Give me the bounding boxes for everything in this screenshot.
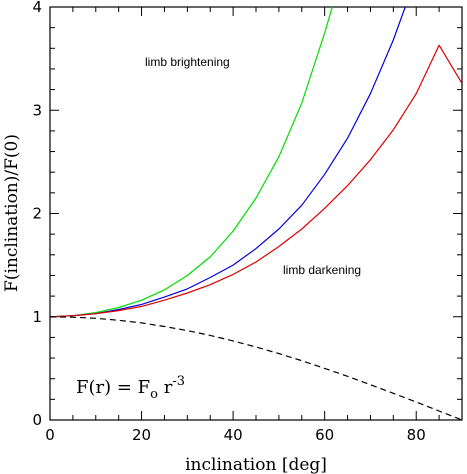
y-tick-label: 3 (32, 101, 42, 119)
x-tick-label: 20 (132, 426, 151, 444)
y-tick-label: 0 (32, 411, 42, 429)
formula-exponent: -3 (172, 374, 185, 389)
series-line-4 (50, 316, 462, 420)
x-tick-label: 0 (45, 426, 55, 444)
annotation-limb-darkening: limb darkening (283, 263, 361, 277)
formula-annotation: F(r) = Fo r-3 (76, 374, 185, 402)
y-axis-title: F(inclination)/F(0) (2, 134, 22, 292)
series-line-1 (50, 7, 333, 318)
series-line-2 (50, 7, 406, 318)
annotation-limb-brightening: limb brightening (145, 55, 230, 69)
y-tick-label: 2 (32, 205, 42, 223)
x-axis-title: inclination [deg] (185, 455, 327, 474)
formula-subscript: o (150, 387, 158, 402)
plot-frame (49, 6, 463, 421)
x-tick-label: 60 (315, 426, 334, 444)
series-group (50, 7, 462, 420)
x-tick-label: 80 (407, 426, 426, 444)
axis-ticks: 0 20 40 60 80 0 1 2 3 4 (32, 0, 463, 444)
y-tick-label: 4 (32, 0, 42, 16)
x-tick-label: 40 (224, 426, 243, 444)
y-tick-label: 1 (32, 308, 42, 326)
series-line-3 (50, 44, 462, 318)
formula-r: r (158, 377, 173, 398)
formula-main: F(r) = F (76, 377, 150, 398)
